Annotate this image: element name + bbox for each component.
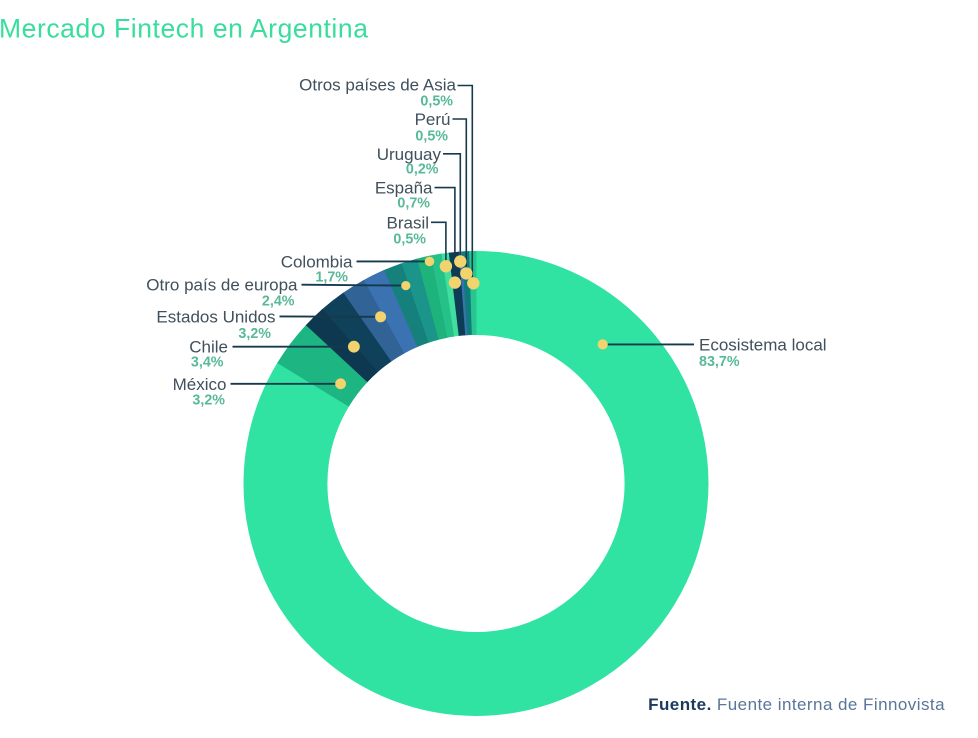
svg-text:1,7%: 1,7% — [315, 270, 348, 286]
svg-text:0,5%: 0,5% — [420, 94, 453, 110]
svg-text:Estados Unidos: Estados Unidos — [156, 307, 275, 326]
svg-text:0,5%: 0,5% — [415, 129, 448, 145]
svg-text:Otros países de Asia: Otros países de Asia — [299, 76, 456, 95]
svg-text:Ecosistema local: Ecosistema local — [699, 336, 827, 355]
svg-text:España: España — [375, 179, 433, 198]
svg-text:Mercado Fintech en Argentina: Mercado Fintech en Argentina — [0, 14, 369, 44]
svg-text:83,7%: 83,7% — [699, 354, 740, 370]
svg-text:3,2%: 3,2% — [192, 393, 225, 409]
svg-text:3,4%: 3,4% — [191, 355, 224, 371]
svg-text:Perú: Perú — [415, 110, 451, 129]
svg-text:Otro país de europa: Otro país de europa — [146, 276, 298, 295]
svg-text:Fuente. Fuente interna de Finn: Fuente. Fuente interna de Finnovista — [648, 695, 945, 714]
svg-text:México: México — [173, 375, 227, 394]
svg-text:Uruguay: Uruguay — [377, 145, 442, 164]
svg-text:Colombia: Colombia — [281, 252, 353, 271]
svg-text:0,5%: 0,5% — [393, 232, 426, 248]
svg-text:0,2%: 0,2% — [406, 162, 439, 178]
svg-text:0,7%: 0,7% — [397, 196, 430, 212]
svg-text:3,2%: 3,2% — [238, 326, 271, 342]
svg-text:Brasil: Brasil — [386, 213, 429, 232]
svg-text:2,4%: 2,4% — [262, 294, 295, 310]
svg-text:Chile: Chile — [189, 338, 228, 357]
